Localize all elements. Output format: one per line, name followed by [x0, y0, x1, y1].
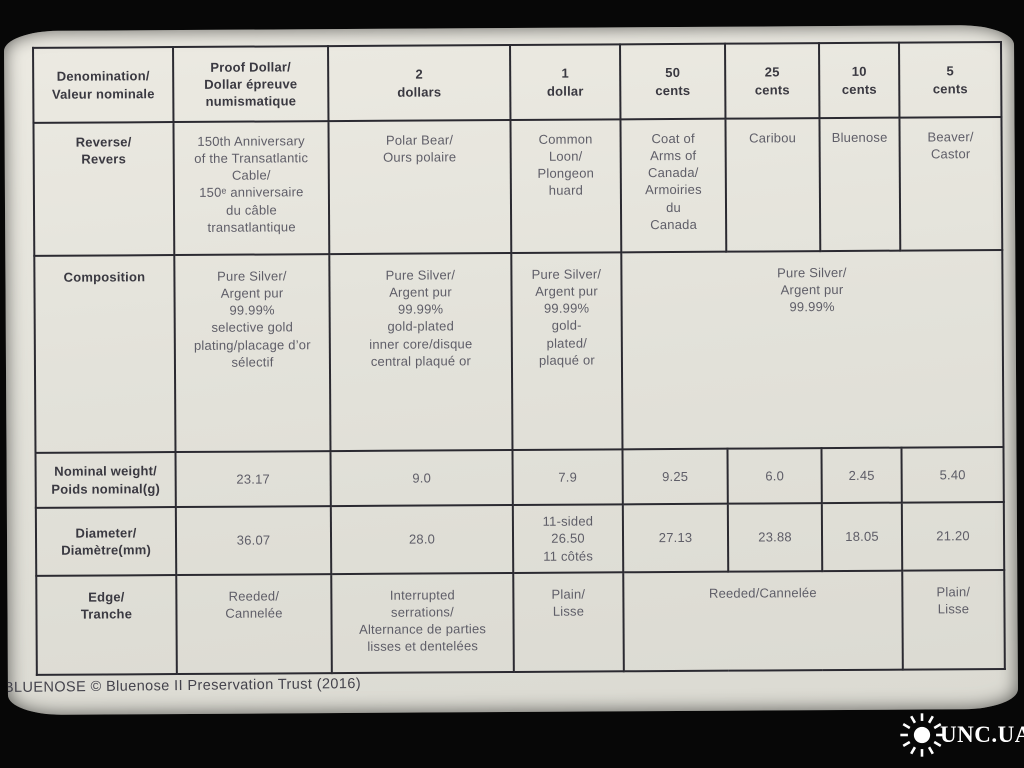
table-cell: Reeded/ Cannelée — [176, 574, 332, 675]
table-cell: 7.9 — [512, 449, 623, 505]
header-denomination: Denomination/ Valeur nominale — [33, 47, 174, 123]
table-cell: 23.88 — [727, 503, 823, 572]
row-edge: Edge/ Tranche Reeded/ Cannelée Interrupt… — [36, 569, 1005, 675]
table-cell: Pure Silver/ Argent pur 99.99% gold-plat… — [329, 252, 513, 452]
table-cell: 36.07 — [175, 506, 332, 576]
header-1-dollar: 1 dollar — [510, 44, 621, 120]
sun-burst-icon — [900, 713, 944, 757]
table-cell: Polar Bear/ Ours polaire — [328, 119, 512, 255]
table-cell: Coat of Arms of Canada/ Armoiries du Can… — [620, 118, 727, 253]
coin-spec-card: Denomination/ Valeur nominale Proof Doll… — [3, 24, 1019, 716]
table-cell: 150th Anniversary of the Transatlantic C… — [173, 121, 330, 256]
table-cell: Bluenose — [819, 117, 901, 252]
table-cell: 18.05 — [821, 502, 903, 572]
table-cell: Interrupted serrations/ Alternance de pa… — [331, 572, 514, 674]
table-cell: 11-sided 26.50 11 côtés — [512, 504, 624, 573]
row-reverse: Reverse/ Revers 150th Anniversary of the… — [33, 116, 1003, 256]
row-diameter: Diameter/ Diamètre(mm) 36.07 28.0 11-sid… — [35, 501, 1005, 576]
table-cell: Pure Silver/ Argent pur 99.99% selective… — [174, 254, 331, 453]
header-proof-dollar: Proof Dollar/ Dollar épreuve numismatiqu… — [173, 46, 329, 123]
table-cell: Beaver/ Castor — [899, 116, 1003, 251]
header-10-cents: 10 cents — [819, 42, 900, 119]
table-cell: 5.40 — [901, 446, 1004, 503]
watermark-label: UNC.UA — [940, 722, 1024, 747]
table-cell: 9.0 — [330, 449, 513, 507]
header-row: Denomination/ Valeur nominale Proof Doll… — [33, 42, 1002, 123]
header-50-cents: 50 cents — [620, 43, 726, 120]
coin-spec-table: Denomination/ Valeur nominale Proof Doll… — [32, 41, 1006, 676]
table-cell: 2.45 — [821, 447, 902, 504]
row-composition: Composition Pure Silver/ Argent pur 99.9… — [34, 249, 1004, 453]
row-label-composition: Composition — [34, 255, 176, 453]
row-label-nominal-weight: Nominal weight/ Poids nominal(g) — [35, 452, 176, 508]
table-cell-merged: Pure Silver/ Argent pur 99.99% — [621, 249, 1004, 450]
table-cell: 21.20 — [901, 501, 1005, 571]
row-label-diameter: Diameter/ Diamètre(mm) — [35, 507, 177, 576]
watermark: UNC.UA — [896, 704, 1024, 766]
header-5-cents: 5 cents — [899, 42, 1002, 118]
table-cell: 9.25 — [622, 448, 728, 505]
table-cell: Caribou — [725, 118, 821, 252]
table-cell: 23.17 — [175, 451, 331, 508]
table-cell: Plain/ Lisse — [902, 569, 1005, 670]
table-cell: Plain/ Lisse — [513, 572, 624, 672]
header-25-cents: 25 cents — [725, 43, 820, 119]
row-nominal-weight: Nominal weight/ Poids nominal(g) 23.17 9… — [35, 446, 1004, 508]
row-label-reverse: Reverse/ Revers — [33, 122, 175, 256]
table-cell: Common Loon/ Plongeon huard — [510, 119, 622, 253]
table-cell: 28.0 — [330, 504, 514, 575]
row-label-edge: Edge/ Tranche — [36, 575, 177, 675]
header-2-dollars: 2 dollars — [328, 44, 511, 122]
copyright-caption: BLUENOSE © Bluenose II Preservation Trus… — [3, 675, 362, 697]
table-cell: Pure Silver/ Argent pur 99.99% gold- pla… — [511, 252, 623, 450]
table-cell: 27.13 — [622, 503, 729, 573]
table-cell-merged: Reeded/Cannelée — [623, 570, 903, 672]
table-cell: 6.0 — [727, 448, 822, 504]
